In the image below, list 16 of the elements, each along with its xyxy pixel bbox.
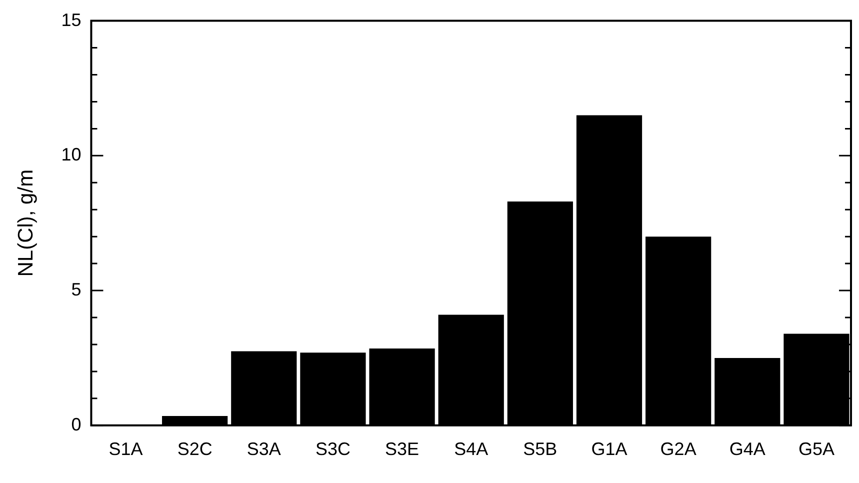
x-tick-label: G4A: [729, 439, 766, 460]
x-tick-label: S5B: [523, 439, 558, 460]
x-tick-label: S1A: [108, 439, 143, 460]
y-axis-title: NL(Cl), g/m: [14, 169, 38, 277]
y-tick-label: 5: [71, 280, 82, 300]
x-tick-label: G2A: [660, 439, 696, 460]
x-tick-label: S3A: [246, 439, 281, 460]
x-tick-label: S3E: [385, 439, 420, 460]
x-tick-label: S4A: [454, 439, 488, 460]
x-tick-label: S3C: [315, 439, 350, 460]
y-tick-label: 0: [71, 414, 82, 434]
x-tick-label: G5A: [798, 439, 834, 460]
y-tick-label: 15: [61, 10, 82, 30]
x-tick-label: S2C: [177, 439, 212, 460]
y-tick-label: 10: [61, 144, 82, 165]
x-tick-label: G1A: [591, 439, 628, 460]
